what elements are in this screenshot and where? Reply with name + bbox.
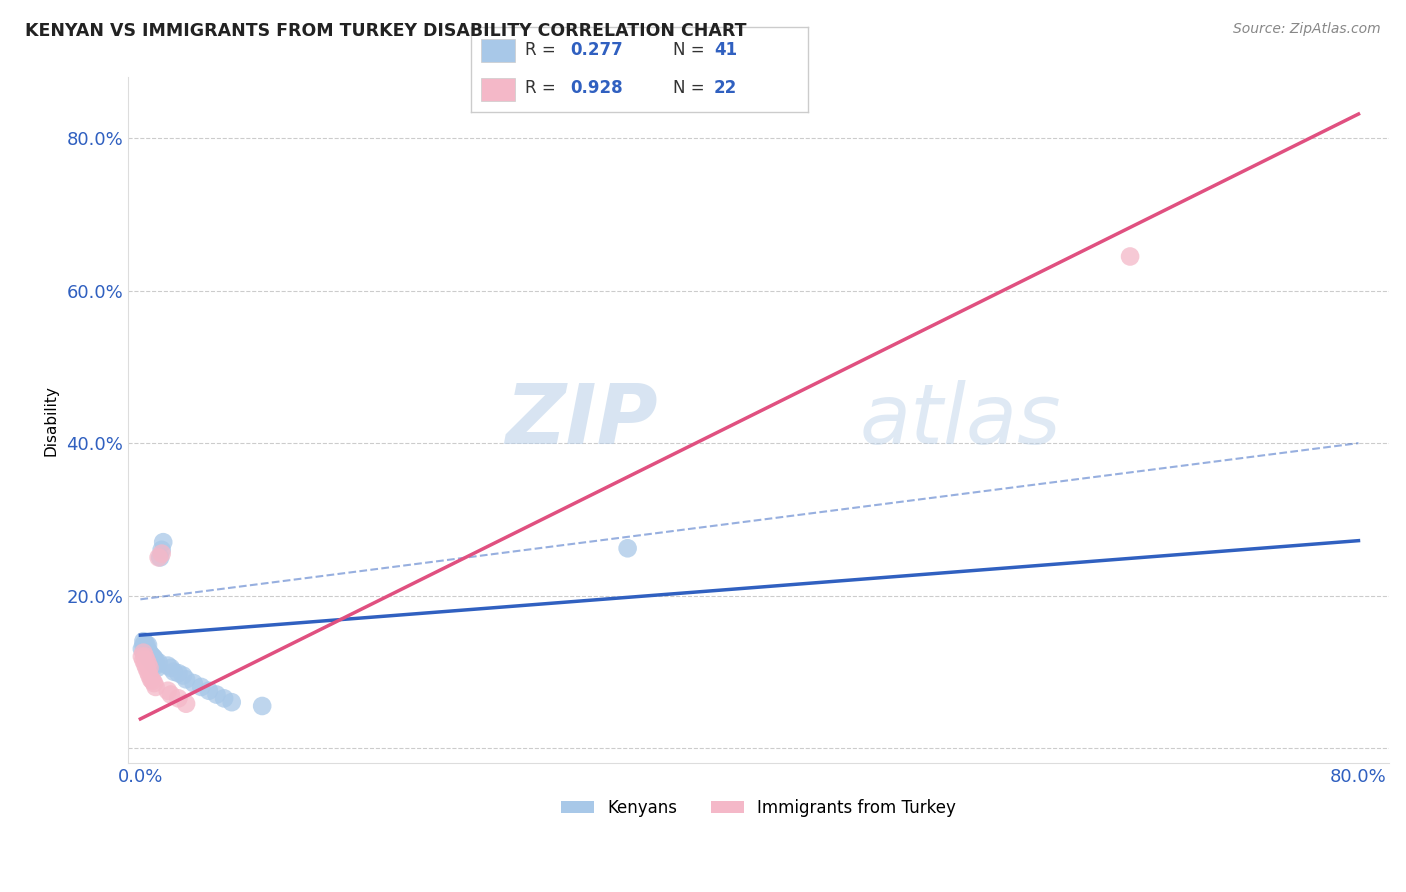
Text: 0.277: 0.277 bbox=[571, 41, 623, 59]
Point bbox=[132, 638, 155, 652]
Point bbox=[163, 665, 186, 679]
Point bbox=[616, 541, 638, 556]
Text: atlas: atlas bbox=[859, 380, 1062, 461]
Point bbox=[150, 547, 173, 561]
Point bbox=[136, 665, 159, 679]
Point bbox=[138, 646, 160, 660]
Point bbox=[149, 550, 172, 565]
Text: Source: ZipAtlas.com: Source: ZipAtlas.com bbox=[1233, 22, 1381, 37]
Point bbox=[198, 683, 221, 698]
Point bbox=[159, 688, 181, 702]
Point bbox=[145, 658, 167, 673]
Point bbox=[134, 643, 156, 657]
Point bbox=[167, 691, 190, 706]
Text: KENYAN VS IMMIGRANTS FROM TURKEY DISABILITY CORRELATION CHART: KENYAN VS IMMIGRANTS FROM TURKEY DISABIL… bbox=[25, 22, 747, 40]
Point bbox=[142, 649, 165, 664]
Y-axis label: Disability: Disability bbox=[44, 384, 58, 456]
Point bbox=[138, 651, 160, 665]
Point bbox=[138, 668, 160, 682]
Legend: Kenyans, Immigrants from Turkey: Kenyans, Immigrants from Turkey bbox=[554, 792, 963, 823]
Point bbox=[174, 673, 197, 687]
Point bbox=[172, 668, 194, 682]
Point bbox=[212, 691, 235, 706]
Point bbox=[136, 638, 159, 652]
Point bbox=[139, 648, 162, 662]
Point bbox=[156, 683, 179, 698]
Point bbox=[221, 695, 243, 709]
Point bbox=[148, 550, 170, 565]
Point bbox=[134, 657, 156, 671]
Point bbox=[190, 680, 212, 694]
Text: 22: 22 bbox=[714, 79, 737, 97]
Text: N =: N = bbox=[673, 41, 710, 59]
Text: N =: N = bbox=[673, 79, 710, 97]
Point bbox=[146, 661, 169, 675]
Point bbox=[131, 649, 153, 664]
Point bbox=[174, 697, 197, 711]
Point bbox=[136, 657, 159, 671]
Point bbox=[131, 641, 153, 656]
Point bbox=[250, 698, 273, 713]
Point bbox=[136, 649, 159, 664]
Text: R =: R = bbox=[524, 79, 561, 97]
Point bbox=[132, 653, 155, 667]
Point bbox=[143, 657, 166, 671]
Point bbox=[132, 646, 155, 660]
Point bbox=[135, 653, 157, 667]
FancyBboxPatch shape bbox=[481, 38, 515, 62]
Point bbox=[134, 649, 156, 664]
Point bbox=[135, 641, 157, 656]
Point bbox=[139, 653, 162, 667]
Text: 41: 41 bbox=[714, 41, 737, 59]
Point bbox=[1119, 250, 1142, 264]
Text: 0.928: 0.928 bbox=[571, 79, 623, 97]
Point bbox=[145, 680, 167, 694]
Point bbox=[150, 542, 173, 557]
Point bbox=[159, 661, 181, 675]
Point bbox=[142, 656, 165, 670]
Text: R =: R = bbox=[524, 41, 561, 59]
Point bbox=[148, 656, 170, 670]
Point bbox=[152, 535, 174, 549]
Point bbox=[143, 676, 166, 690]
Point bbox=[143, 651, 166, 665]
Point bbox=[132, 634, 155, 648]
Point bbox=[156, 658, 179, 673]
Point bbox=[135, 638, 157, 652]
Point bbox=[205, 688, 228, 702]
Point bbox=[145, 653, 167, 667]
Text: ZIP: ZIP bbox=[505, 380, 658, 461]
Point bbox=[134, 640, 156, 655]
Point bbox=[135, 646, 157, 660]
Point bbox=[142, 673, 165, 688]
FancyBboxPatch shape bbox=[481, 78, 515, 102]
Point bbox=[183, 676, 205, 690]
Point bbox=[134, 636, 156, 650]
Point bbox=[138, 661, 160, 675]
Point bbox=[135, 661, 157, 675]
Point bbox=[167, 666, 190, 681]
Point bbox=[136, 643, 159, 657]
Point bbox=[139, 673, 162, 687]
